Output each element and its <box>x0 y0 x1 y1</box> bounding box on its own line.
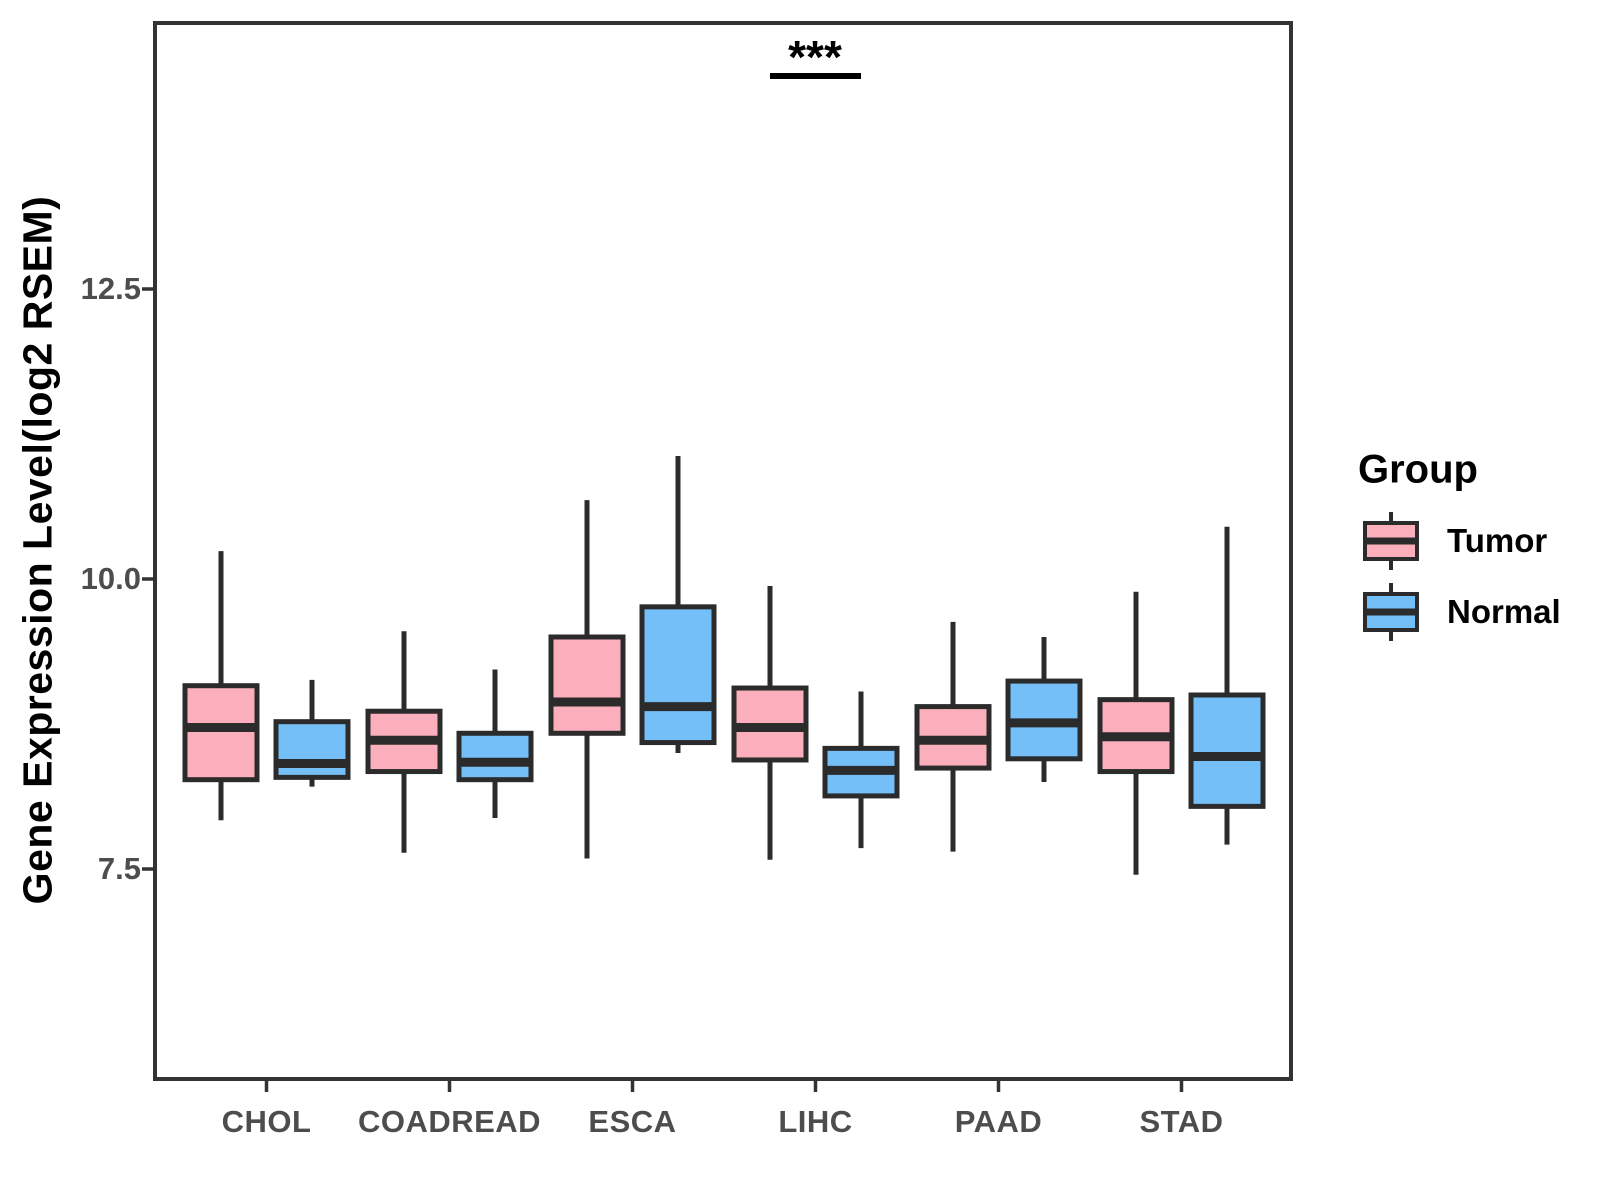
panel-border <box>153 21 1293 1081</box>
box-normal-coadread <box>456 730 534 783</box>
x-tick-label-stad: STAD <box>1139 1104 1224 1139</box>
box-normal-esca <box>639 604 717 746</box>
legend-label-tumor: Tumor <box>1447 522 1548 559</box>
x-tick-label-chol: CHOL <box>221 1104 312 1139</box>
legend-title: Group <box>1358 447 1478 492</box>
box-tumor-chol <box>182 683 260 783</box>
box-tumor-esca <box>548 634 626 736</box>
x-tick-label-paad: PAAD <box>954 1104 1043 1139</box>
y-tick-label: 7.5 <box>97 851 141 886</box>
x-tick-label-lihc: LIHC <box>778 1104 853 1139</box>
y-axis-title: Gene Expression Level(log2 RSEM) <box>14 195 61 905</box>
box-normal-stad <box>1188 692 1266 809</box>
box-normal-chol <box>273 719 351 780</box>
y-tick-label: 12.5 <box>80 271 141 306</box>
legend-label-normal: Normal <box>1447 593 1561 630</box>
y-tick-label: 10.0 <box>80 561 141 596</box>
x-tick-label-esca: ESCA <box>588 1104 677 1139</box>
x-tick-label-coadread: COADREAD <box>357 1104 542 1139</box>
significance-stars: *** <box>788 31 842 83</box>
